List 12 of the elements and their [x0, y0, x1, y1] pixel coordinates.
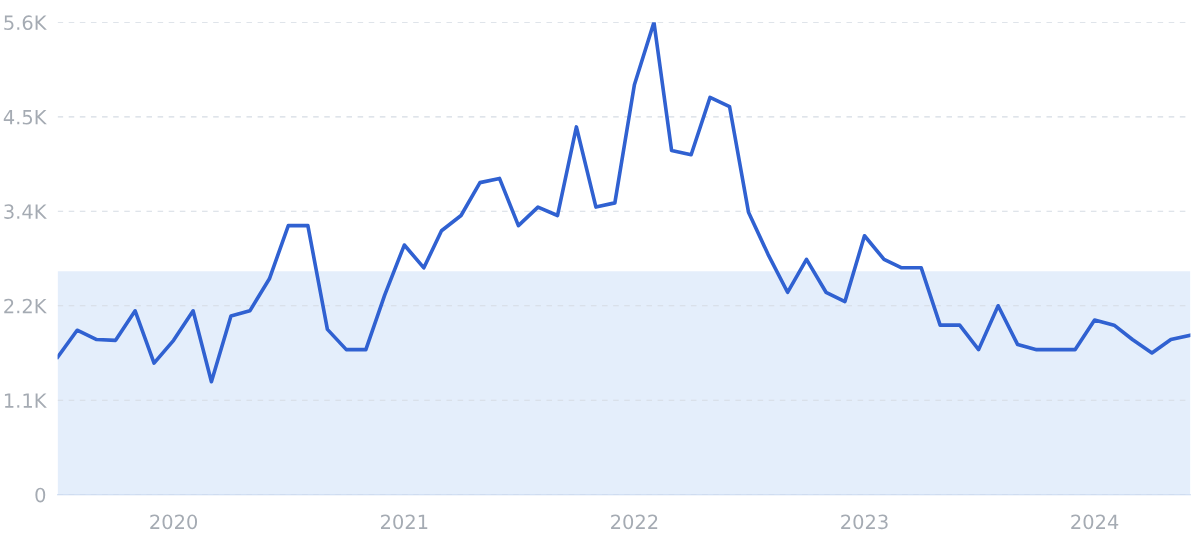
- y-tick-label: 4.5K: [3, 110, 47, 125]
- x-tick-label: 2022: [611, 514, 658, 530]
- x-tick-label: 2021: [380, 514, 428, 530]
- y-tick-label: 0: [35, 487, 46, 503]
- x-tick-label: 2024: [1071, 514, 1119, 530]
- y-tick-label: 1.1K: [4, 393, 47, 408]
- y-tick-label: 2.2K: [4, 298, 47, 314]
- x-tick-label: 2023: [841, 514, 888, 530]
- x-tick-label: 2020: [150, 514, 198, 530]
- y-tick-label: 5.6K: [4, 15, 47, 31]
- line-series: [57, 22, 1191, 384]
- y-tick-label: 3.4K: [4, 204, 47, 219]
